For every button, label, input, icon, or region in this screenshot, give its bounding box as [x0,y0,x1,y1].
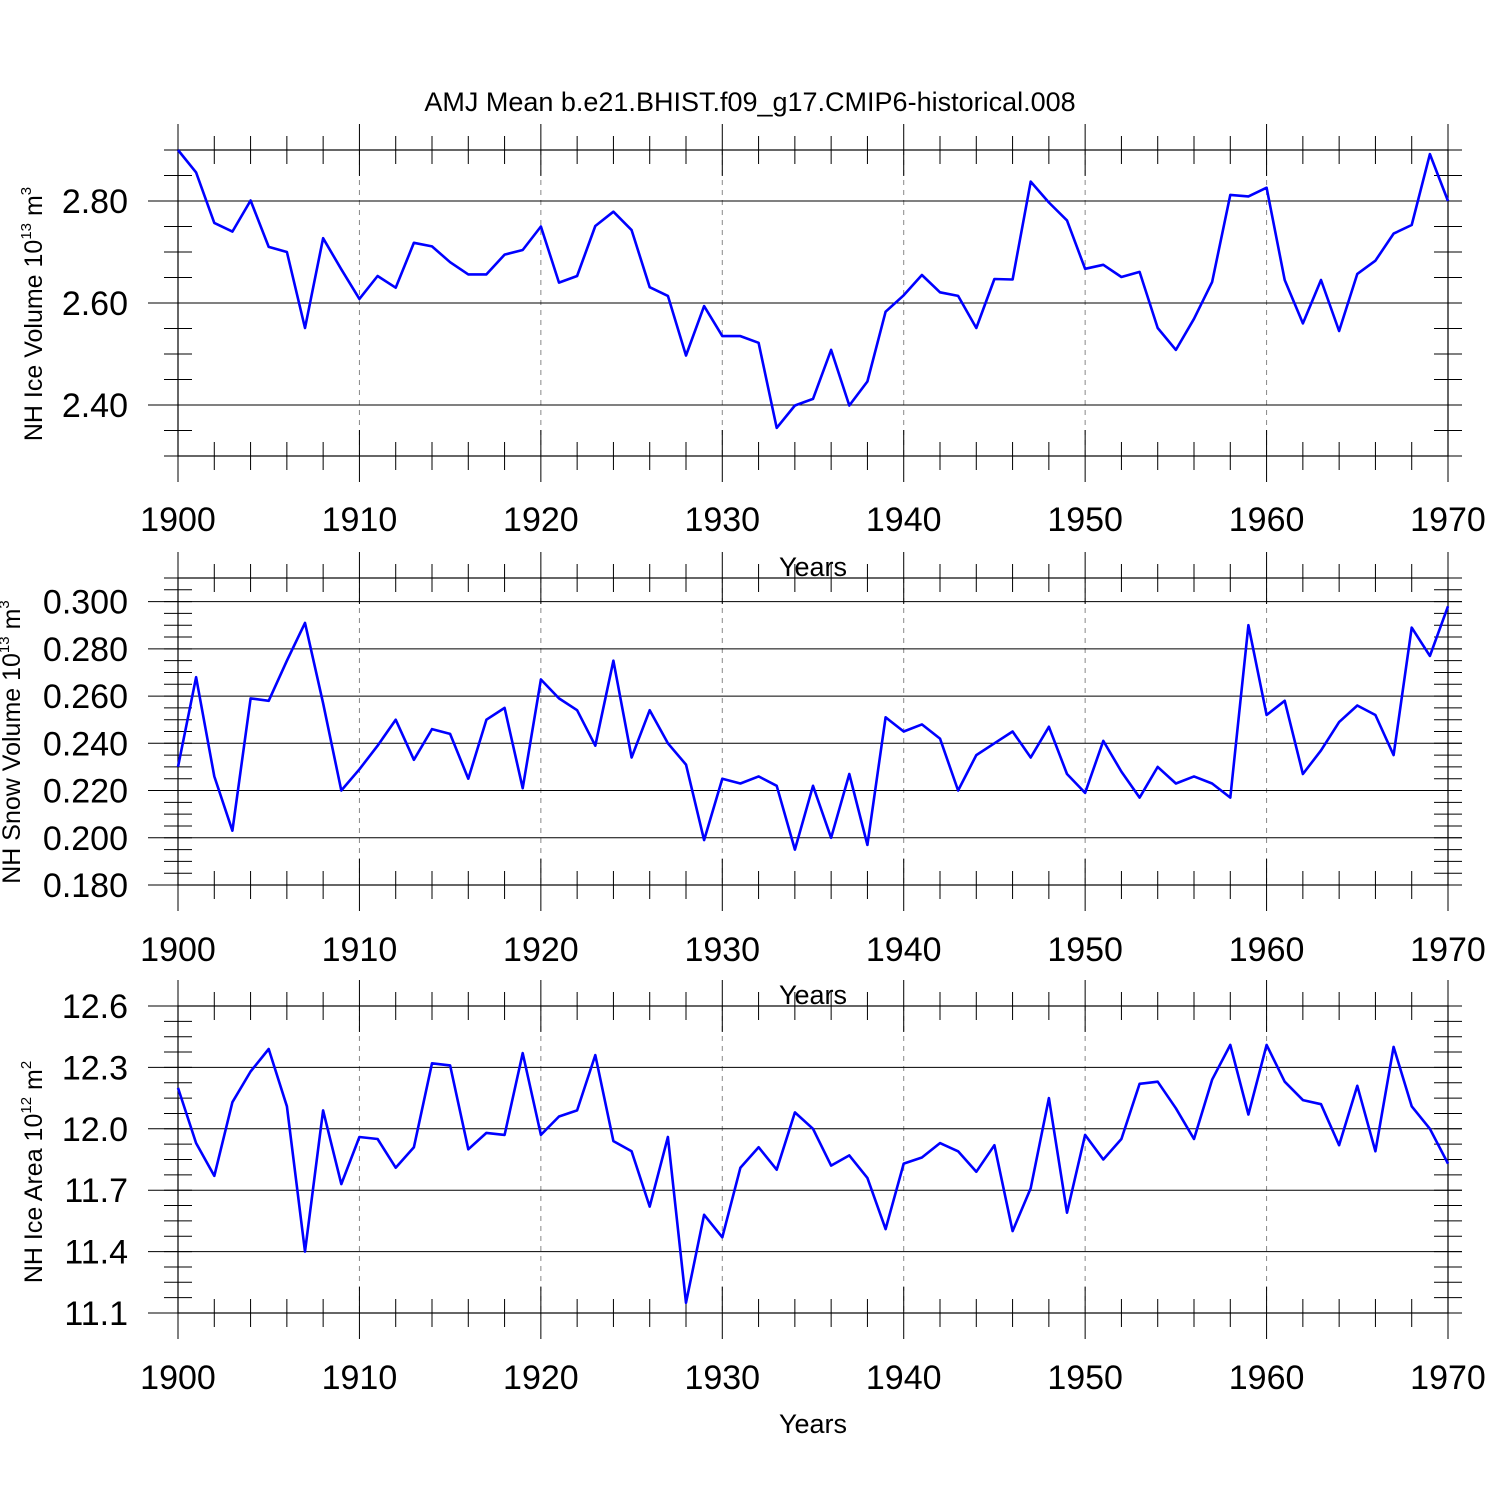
snow-volume-plot-frame [177,577,1449,886]
ice-volume-y-tick-label: 2.80 [62,183,128,221]
snow-volume-x-tick-label: 1930 [684,931,760,969]
snow-volume-y-tick-label: 0.220 [43,773,128,811]
snow-volume-x-tick-label: 1970 [1410,931,1486,969]
ice-area-x-tick-label: 1960 [1229,1359,1305,1397]
snow-volume-x-tick-label: 1900 [140,931,216,969]
snow-volume-series-line [176,605,1450,851]
snow-volume-x-tick-label: 1910 [322,931,398,969]
ice-area-x-tick-label: 1930 [684,1359,760,1397]
ice-volume-y-axis-label: NH Ice Volume 1013 m3 [18,187,48,441]
ice-area-series-line [176,1043,1450,1305]
ice-area-y-tick-label: 12.3 [62,1049,128,1087]
ice-area-x-tick-label: 1970 [1410,1359,1486,1397]
snow-volume-y-axis-label: NH Snow Volume 1013 m3 [0,600,26,884]
ice-area-y-tick-label: 11.4 [64,1234,128,1272]
ice-volume-x-tick-label: 1960 [1229,501,1305,539]
ice-volume-x-tick-label: 1920 [503,501,579,539]
ice-area-panel: NH Ice Area 1012 m2 Years 1900 1910 1920 19… [18,980,1486,1439]
snow-volume-y-tick-label: 0.200 [43,820,128,858]
snow-volume-x-tick-label: 1950 [1047,931,1123,969]
ice-area-x-tick-label: 1900 [140,1359,216,1397]
ice-area-x-tick-label: 1910 [322,1359,398,1397]
ice-volume-x-tick-label: 1940 [866,501,942,539]
ice-volume-panel: NH Ice Volume 1013 m3 Years 1900 1910 1920… [18,124,1486,582]
ice-volume-y-tick-label: 2.60 [62,285,128,323]
ice-volume-x-tick-label: 1950 [1047,501,1123,539]
ice-volume-x-tick-label: 1910 [322,501,398,539]
snow-volume-y-tick-label: 0.300 [43,584,128,622]
ice-volume-y-tick-label: 2.40 [62,387,128,425]
snow-volume-y-tick-label: 0.280 [43,631,128,669]
ice-area-y-axis-label: NH Ice Area 1012 m2 [18,1061,48,1283]
snow-volume-x-tick-label: 1940 [866,931,942,969]
ice-volume-x-tick-label: 1900 [140,501,216,539]
ice-area-y-tick-label: 12.6 [62,988,128,1026]
ice-volume-x-tick-label: 1930 [684,501,760,539]
snow-volume-y-tick-label: 0.260 [43,678,128,716]
ice-area-x-tick-label: 1950 [1047,1359,1123,1397]
ice-area-x-tick-label: 1920 [503,1359,579,1397]
snow-volume-y-tick-label: 0.180 [43,867,128,905]
snow-volume-x-axis-label: Years [779,980,847,1010]
ice-area-x-tick-label: 1940 [866,1359,942,1397]
snow-volume-panel: NH Snow Volume 1013 m3 Years 1900 1910 192… [0,552,1486,1010]
ice-volume-series-line [176,149,1450,430]
figure-title: AMJ Mean b.e21.BHIST.f09_g17.CMIP6-histo… [424,87,1075,117]
ice-area-x-axis-label: Years [779,1409,847,1439]
snow-volume-y-tick-label: 0.240 [43,725,128,763]
ice-volume-x-axis-label: Years [779,552,847,582]
ice-volume-x-tick-label: 1970 [1410,501,1486,539]
ice-area-y-tick-label: 12.0 [62,1111,128,1149]
ice-area-plot-frame [177,1005,1449,1314]
snow-volume-x-tick-label: 1960 [1229,931,1305,969]
ice-area-y-tick-label: 11.1 [64,1295,128,1333]
snow-volume-x-tick-label: 1920 [503,931,579,969]
ice-area-y-tick-label: 11.7 [64,1172,128,1210]
